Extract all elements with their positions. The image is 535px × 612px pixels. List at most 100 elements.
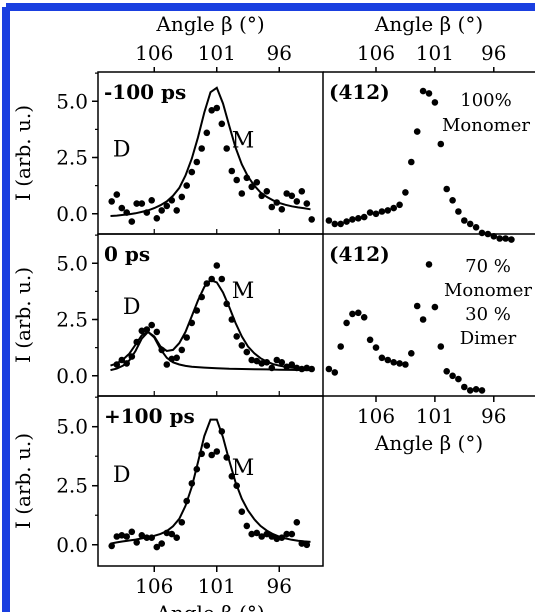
y-axis-label: I (arb. u.)	[11, 267, 35, 363]
data-point	[213, 262, 221, 269]
data-point	[163, 361, 171, 368]
data-point	[472, 386, 480, 393]
data-point	[478, 387, 486, 394]
data-point	[213, 104, 221, 112]
data-point	[288, 361, 296, 368]
data-point	[198, 145, 205, 152]
data-point	[419, 316, 427, 323]
y-tick-label: 5.0	[56, 251, 88, 275]
data-point	[118, 204, 126, 212]
data-point	[288, 530, 296, 538]
x-bottom-tick-label: 96	[481, 404, 506, 428]
data-point	[163, 202, 171, 210]
data-point	[355, 215, 362, 222]
data-point	[343, 218, 350, 225]
data-point	[253, 529, 261, 537]
annotation-line: 100%	[460, 90, 511, 111]
data-point	[153, 215, 161, 222]
data-point	[268, 203, 276, 211]
data-point	[253, 357, 261, 365]
data-point	[258, 360, 266, 367]
data-point	[413, 128, 421, 135]
data-point	[108, 542, 115, 550]
data-point	[461, 383, 468, 391]
data-point	[158, 207, 165, 214]
peak-label: M	[232, 456, 255, 481]
annotation-line: Dimer	[460, 328, 517, 349]
peak-label: D	[113, 137, 131, 162]
data-point	[360, 213, 368, 221]
peak-label: M	[232, 279, 255, 304]
data-point	[355, 309, 362, 317]
data-point	[228, 167, 236, 175]
data-point	[113, 533, 121, 540]
data-point	[425, 90, 433, 97]
data-point	[502, 235, 509, 242]
data-point	[138, 200, 146, 207]
data-point	[168, 530, 176, 538]
data-point	[243, 348, 251, 356]
y-axis-label: I (arb. u.)	[11, 433, 35, 529]
peak-label: D	[113, 463, 131, 488]
panel-label: -100 ps	[104, 80, 186, 104]
data-point	[437, 343, 445, 350]
data-point	[293, 198, 301, 205]
x-bottom-tick-label: 101	[416, 404, 454, 428]
data-point	[337, 220, 345, 228]
y-tick-label: 2.5	[56, 308, 88, 332]
fit-curve	[110, 330, 311, 372]
data-point	[372, 344, 380, 351]
x-bottom-tick-label: 106	[135, 574, 173, 598]
data-point	[208, 451, 215, 459]
x-bottom-tick-label: 96	[267, 574, 292, 598]
x-top-tick-label: 96	[267, 41, 292, 65]
data-point	[148, 197, 155, 204]
data-point	[278, 359, 286, 366]
data-point	[293, 519, 301, 526]
data-point	[390, 204, 398, 212]
annotation-line: 70 %	[465, 256, 511, 277]
data-point	[248, 356, 255, 364]
data-point	[331, 369, 339, 376]
data-point	[508, 236, 515, 243]
data-point	[233, 333, 240, 340]
y-tick-label: 5.0	[56, 415, 88, 439]
data-point	[148, 321, 155, 329]
fit-curve	[110, 418, 311, 545]
data-point	[278, 206, 286, 213]
data-point	[402, 361, 409, 368]
data-point	[366, 336, 374, 344]
y-axis-label: I (arb. u.)	[11, 105, 35, 201]
data-point	[413, 302, 421, 310]
data-point	[173, 354, 180, 362]
annotation-line: Monomer	[444, 280, 532, 301]
data-point	[288, 192, 296, 200]
data-point	[243, 522, 251, 530]
data-point	[331, 220, 339, 228]
data-point	[349, 216, 356, 223]
data-point	[133, 539, 140, 546]
data-point	[173, 207, 180, 214]
peak-label: M	[232, 128, 255, 153]
y-tick-label: 2.5	[56, 474, 88, 498]
data-point	[248, 530, 255, 538]
annotation-line: Monomer	[442, 115, 530, 136]
data-point	[158, 540, 165, 547]
x-bottom-axis-label: Angle β (°)	[155, 601, 264, 612]
data-point	[273, 356, 281, 364]
data-point	[396, 201, 403, 209]
x-bottom-axis-label: Angle β (°)	[374, 431, 483, 455]
data-point	[431, 99, 439, 106]
data-point	[408, 350, 415, 357]
data-point	[431, 303, 439, 311]
data-point	[203, 442, 211, 449]
peak-label: D	[123, 295, 141, 320]
data-point	[360, 314, 368, 321]
x-bottom-tick-label: 101	[198, 574, 236, 598]
data-point	[478, 229, 486, 237]
data-point	[325, 217, 333, 224]
fit-curve	[110, 278, 311, 370]
panel-label: (412)	[329, 80, 390, 104]
